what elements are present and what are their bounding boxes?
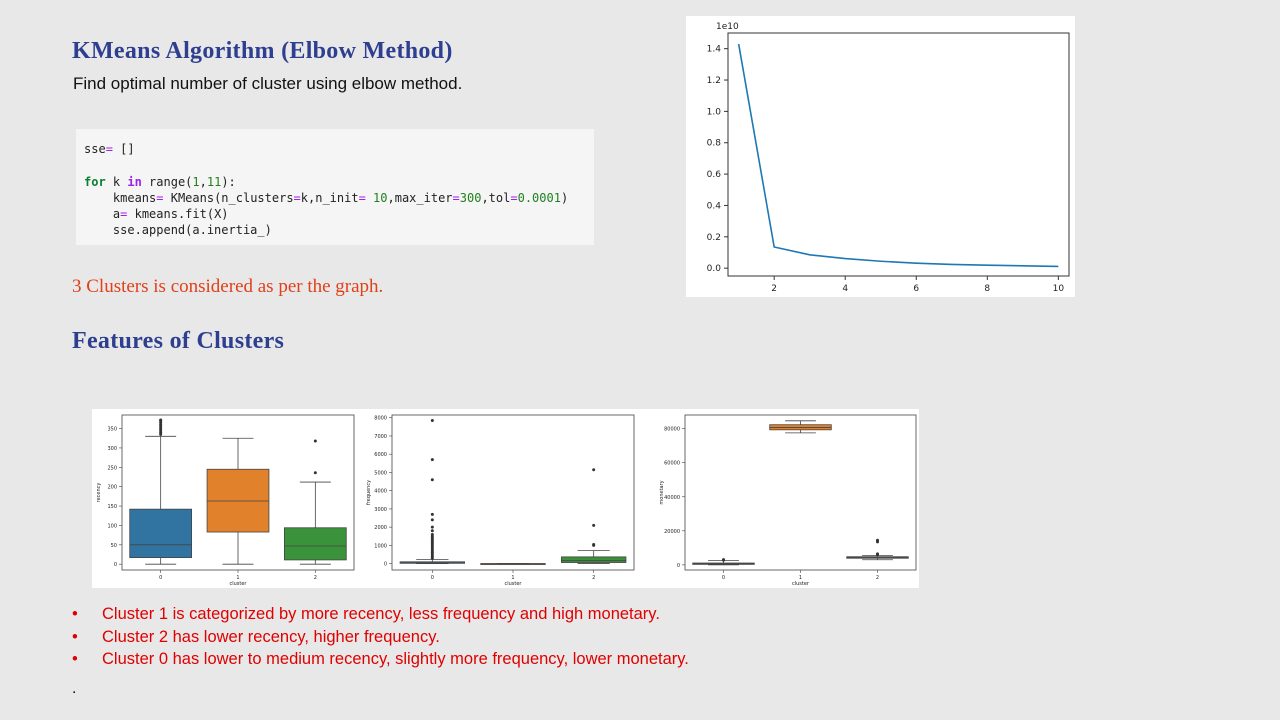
x-tick-label: 2 (876, 575, 879, 581)
outlier-point (592, 523, 596, 527)
x-tick-label: 1 (511, 575, 514, 581)
y-tick-label: 3000 (374, 507, 387, 513)
sse-line (737, 43, 1059, 268)
code-line-2: for k in range(1,11): (84, 174, 236, 189)
y-tick-label: 0 (114, 562, 117, 568)
outlier-point (430, 529, 434, 533)
y-tick-label: 2000 (374, 525, 387, 531)
page-subtitle: Find optimal number of cluster using elb… (73, 74, 463, 93)
y-tick-label: 350 (107, 427, 117, 433)
y-tick-label: 4000 (374, 489, 387, 495)
x-axis-label: cluster (229, 581, 247, 587)
clusters-note: 3 Clusters is considered as per the grap… (72, 276, 384, 297)
y-tick-label: 50 (111, 543, 117, 549)
outlier-point (592, 468, 596, 472)
x-tick-label: 1 (236, 575, 239, 581)
bullet-item: • Cluster 0 has lower to medium recency, … (72, 650, 689, 668)
y-tick-label: 7000 (374, 434, 387, 440)
outlier-point (876, 552, 879, 556)
y-tick-label: 8000 (374, 416, 387, 422)
x-tick-label: 4 (842, 284, 848, 294)
code-block: sse= [] for k in range(1,11): kmeans= KM… (76, 129, 594, 245)
box-cluster-2 (283, 527, 347, 561)
y-tick-label: 0.2 (707, 233, 721, 243)
y-tick-label: 0 (677, 563, 680, 569)
outlier-point (430, 525, 434, 529)
y-tick-label: 0.4 (707, 201, 722, 211)
outlier-point (430, 518, 434, 522)
y-tick-label: 1.0 (707, 107, 722, 117)
bullet-item: • Cluster 2 has lower recency, higher fre… (72, 627, 440, 646)
code-line-1: sse= [] (84, 142, 135, 156)
outlier-point (722, 558, 725, 562)
box-cluster-0 (129, 508, 192, 558)
x-tick-label: 0 (159, 575, 162, 581)
y-tick-label: 5000 (374, 470, 387, 476)
y-tick-label: 1.4 (707, 45, 722, 55)
bullet-item: • Cluster 1 is categorized by more recenc… (72, 605, 660, 623)
x-tick-label: 2 (592, 575, 595, 581)
code-line-4: a= kmeans.fit(X) (112, 207, 229, 222)
boxplot-monetary: 0 20000 40000 60000 80000 0 1 2 cluster monetary (659, 414, 917, 587)
outlier-point (430, 418, 434, 422)
x-tick-label: 2 (771, 284, 777, 294)
y-tick-label: 0 (384, 562, 387, 568)
x-axis-label: cluster (792, 581, 810, 587)
x-tick-label: 2 (314, 575, 317, 581)
x-tick-label: 0 (722, 575, 725, 581)
code-line-3: kmeans= KMeans(n_clusters=k,n_init= 10,m… (112, 190, 569, 205)
y-tick-label: 80000 (664, 427, 680, 433)
boxplot-recency: 0 50 100 150 200 250 300 350 0 1 2 cluster recency (96, 414, 355, 587)
y-tick-label: 150 (107, 504, 117, 510)
y-tick-label: 0.0 (707, 264, 722, 274)
y-tick-label: 40000 (664, 495, 680, 501)
y-tick-label: 1000 (374, 543, 387, 549)
box-cluster-2 (560, 556, 627, 563)
outlier-point (430, 532, 434, 536)
y-tick-label: 20000 (664, 529, 680, 535)
x-tick-label: 1 (799, 575, 802, 581)
x-tick-label: 10 (1053, 284, 1065, 294)
outlier-point (313, 439, 317, 443)
y-tick-label: 1.2 (707, 76, 721, 86)
y-tick-label: 0.8 (707, 139, 722, 149)
outlier-point (430, 512, 434, 516)
boxplot-frequency: 0 1000 2000 3000 4000 5000 6000 7000 8000 0 1 2 clus… (366, 414, 635, 587)
chart-background (686, 16, 1075, 297)
plot-frame (727, 32, 1070, 277)
x-tick-label: 0 (431, 575, 434, 581)
x-axis-label: cluster (504, 581, 522, 587)
y-tick-label: 6000 (374, 452, 387, 458)
outlier-point (430, 458, 434, 462)
x-tick-label: 8 (984, 284, 990, 294)
outlier-point (876, 538, 879, 542)
page-title: KMeans Algorithm (Elbow Method) (72, 38, 453, 64)
y-tick-label: 100 (107, 523, 117, 529)
y-tick-label: 60000 (664, 461, 680, 467)
outlier-point (313, 471, 317, 475)
trailing-period: . (72, 680, 77, 697)
features-heading: Features of Clusters (72, 328, 285, 354)
y-tick-label: 250 (107, 465, 117, 471)
y-axis-label: monetary (659, 480, 665, 504)
y-tick-label: 0.6 (707, 170, 722, 180)
x-tick-label: 6 (913, 284, 919, 294)
elbow-chart: 2 4 6 8 10 0.0 0.2 0.4 0.6 0.8 1.0 1.2 1.4 1e10 (686, 16, 1075, 297)
outlier-point (430, 478, 434, 482)
y-axis-label: frequency (366, 480, 372, 505)
y-tick-label: 300 (107, 446, 117, 452)
y-tick-label: 200 (107, 485, 117, 491)
offset-label: 1e10 (716, 22, 739, 32)
bullet-list: • Cluster 1 is categorized by more recenc… (72, 603, 832, 671)
outlier-point (159, 418, 163, 422)
code-line-5: sse.append(a.inertia_) (112, 223, 272, 238)
outlier-point (592, 542, 596, 546)
y-axis-label: recency (96, 483, 102, 503)
